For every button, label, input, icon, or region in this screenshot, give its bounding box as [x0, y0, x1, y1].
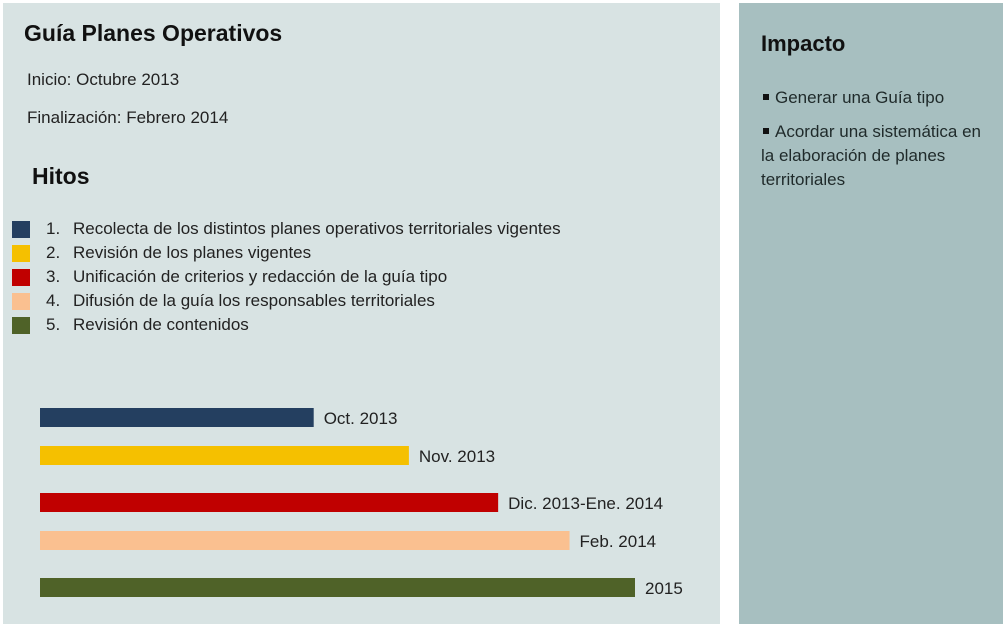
end-date: Finalización: Febrero 2014 [27, 108, 229, 127]
timeline-chart: Oct. 2013 Nov. 2013 Dic. 2013-Ene. 2014 Feb… [40, 408, 683, 598]
legend-swatch-icon [12, 221, 30, 238]
legend-swatch-icon [12, 245, 30, 262]
legend-label: Recolecta de los distintos planes operat… [73, 219, 561, 238]
legend-swatch-icon [12, 293, 30, 310]
bullet-icon [763, 128, 769, 135]
legend-number: 1. [46, 219, 61, 238]
legend-item: 2. Revisión de los planes vigentes [11, 242, 631, 262]
legend-label: Revisión de contenidos [73, 315, 249, 334]
legend-label: Revisión de los planes vigentes [73, 243, 312, 262]
legend-item: 4. Difusión de la guía los responsables … [11, 290, 631, 310]
legend-item: 1. Recolecta de los distintos planes ope… [11, 218, 631, 238]
timeline-bar-5 [40, 578, 635, 597]
legend-number: 2. [46, 243, 61, 262]
right-panel: Impacto Generar una Guía tipo Acordar un… [739, 3, 1003, 624]
hitos-heading: Hitos [32, 163, 90, 189]
timeline-bar-label-3: Dic. 2013-Ene. 2014 [508, 494, 663, 513]
bullet-icon [763, 94, 769, 101]
legend-label: Unificación de criterios y redacción de … [73, 267, 448, 286]
impact-list: Generar una Guía tipo Acordar una sistem… [761, 86, 991, 202]
legend-number: 3. [46, 267, 61, 286]
left-panel: Guía Planes Operativos Inicio: Octubre 2… [3, 3, 720, 624]
page-title: Guía Planes Operativos [24, 20, 283, 46]
timeline-bar-label-1: Oct. 2013 [324, 409, 398, 428]
impact-item: Generar una Guía tipo [761, 86, 991, 110]
legend-item: 5. Revisión de contenidos [11, 314, 631, 334]
legend-number: 4. [46, 291, 61, 310]
timeline-bar-label-5: 2015 [645, 579, 683, 598]
timeline-bar-4 [40, 531, 570, 550]
legend-label: Difusión de la guía los responsables ter… [73, 291, 435, 310]
timeline-bar-3 [40, 493, 499, 512]
legend-swatch-icon [12, 317, 30, 334]
legend-swatch-icon [12, 269, 30, 286]
impact-item-text: Generar una Guía tipo [775, 88, 945, 107]
start-date: Inicio: Octubre 2013 [27, 70, 180, 89]
impact-item-text: Acordar una sistemática en la elaboració… [761, 122, 981, 189]
timeline-bar-2 [40, 446, 409, 465]
timeline-bar-label-2: Nov. 2013 [419, 447, 495, 466]
impact-item: Acordar una sistemática en la elaboració… [761, 120, 991, 192]
impact-heading: Impacto [761, 31, 846, 56]
legend-item: 3. Unificación de criterios y redacción … [11, 266, 631, 286]
timeline-bar-label-4: Feb. 2014 [580, 532, 657, 551]
timeline-bar-1 [40, 408, 314, 427]
legend-number: 5. [46, 315, 61, 334]
